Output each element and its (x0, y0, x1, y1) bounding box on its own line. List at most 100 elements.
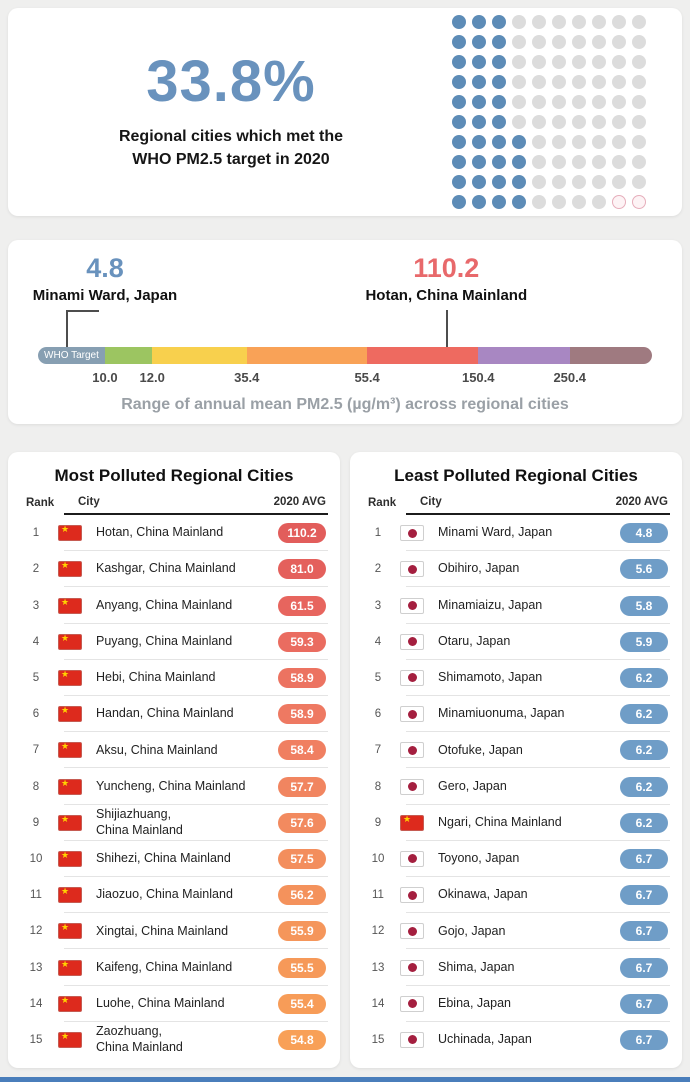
waffle-dot (612, 95, 626, 109)
japan-flag-icon (400, 706, 424, 723)
waffle-dot (632, 95, 646, 109)
scale-segment-very-unhealthy (478, 347, 570, 364)
china-flag-icon (58, 741, 82, 759)
max-leader-line (446, 310, 449, 347)
value-badge: 54.8 (278, 1029, 326, 1050)
city-cell: Toyono, Japan (438, 851, 520, 866)
min-label: Minami Ward, Japan (32, 286, 178, 304)
waffle-dot (532, 95, 546, 109)
waffle-dot (552, 155, 566, 169)
china-flag-icon (400, 814, 424, 831)
city-cell: Puyang, China Mainland (96, 633, 233, 648)
city-header: City (78, 496, 100, 508)
table-row: 7 Aksu, China Mainland 58.4 (20, 732, 328, 769)
waffle-dot (552, 15, 566, 29)
japan-flag-icon (400, 887, 424, 904)
rank-cell: 7 (374, 744, 382, 757)
table-row: 4 Otaru, Japan 5.9 (362, 624, 670, 661)
rank-cell: 8 (32, 780, 40, 793)
china-flag-icon (58, 1031, 82, 1048)
value-badge: 59.3 (278, 631, 326, 652)
waffle-dot (532, 15, 546, 29)
waffle-dot (472, 175, 486, 189)
value-badge: 57.5 (278, 848, 326, 869)
waffle-dot (532, 35, 546, 49)
table-row: 5 Shimamoto, Japan 6.2 (362, 660, 670, 697)
rank-cell: 6 (32, 708, 40, 721)
table-row: 8 Gero, Japan 6.2 (362, 768, 670, 805)
waffle-dot (472, 35, 486, 49)
waffle-dot (632, 115, 646, 129)
waffle-dot (632, 135, 646, 149)
waffle-dot (492, 135, 506, 149)
value-badge: 6.2 (620, 776, 668, 797)
waffle-dot (632, 15, 646, 29)
header-underline: City 2020 AVG (64, 496, 328, 515)
value-badge: 6.7 (620, 885, 668, 906)
table-row: 6 Minamiuonuma, Japan 6.2 (362, 696, 670, 733)
waffle-dot (452, 135, 466, 149)
table-row: 5 Hebi, China Mainland 58.9 (20, 660, 328, 697)
waffle-dot (472, 95, 486, 109)
table-row: 3 Anyang, China Mainland 61.5 (20, 587, 328, 624)
rank-cell: 10 (29, 852, 43, 865)
waffle-dot (492, 35, 506, 49)
waffle-dot (552, 55, 566, 69)
waffle-dot (452, 95, 466, 109)
waffle-dot (632, 175, 646, 189)
waffle-dot (532, 55, 546, 69)
japan-flag-icon (400, 778, 424, 795)
table-row: 9 Shijiazhuang, China Mainland 57.6 (20, 805, 328, 842)
waffle-dot (612, 35, 626, 49)
waffle-dot (572, 75, 586, 89)
waffle-dot (532, 195, 546, 209)
waffle-dot (612, 135, 626, 149)
waffle-dot (612, 75, 626, 89)
most-polluted-rows: 1 Hotan, China Mainland 110.2 2 Kashgar,… (20, 515, 328, 1058)
city-cell: Anyang, China Mainland (96, 597, 233, 612)
waffle-dot (532, 115, 546, 129)
china-flag-icon (58, 524, 82, 542)
waffle-dot (572, 35, 586, 49)
scale-segment-hazardous (569, 347, 652, 364)
waffle-dot (552, 115, 566, 129)
waffle-dot (632, 75, 646, 89)
table-row: 1 Minami Ward, Japan 4.8 (362, 515, 670, 552)
rank-cell: 15 (29, 1033, 43, 1046)
city-cell: Kaifeng, China Mainland (96, 959, 233, 974)
most-polluted-title: Most Polluted Regional Cities (54, 466, 294, 485)
waffle-dot (452, 195, 466, 209)
table-row: 12 Gojo, Japan 6.7 (362, 913, 670, 950)
scale-segment-unhealthy (367, 347, 479, 364)
city-cell: Hotan, China Mainland (96, 525, 224, 540)
value-badge: 58.4 (278, 740, 326, 761)
table-row: 13 Kaifeng, China Mainland 55.5 (20, 949, 328, 986)
waffle-dot (632, 55, 646, 69)
waffle-dot (552, 75, 566, 89)
scale-tick-150.4: 150.4 (461, 370, 495, 385)
table-row: 12 Xingtai, China Mainland 55.9 (20, 913, 328, 950)
waffle-dot (492, 155, 506, 169)
value-badge: 56.2 (278, 885, 326, 906)
rank-cell: 11 (372, 889, 384, 902)
value-badge: 6.7 (620, 1029, 668, 1050)
footer-accent-bar (0, 1077, 690, 1082)
rank-cell: 15 (371, 1033, 385, 1046)
rank-cell: 14 (371, 997, 385, 1010)
waffle-dot (512, 15, 526, 29)
value-badge: 81.0 (278, 559, 326, 580)
stat-card: 33.8% Regional cities which met the WHO … (8, 8, 682, 216)
stat-caption-line2: WHO PM2.5 target in 2020 (132, 151, 330, 169)
city-cell: Otofuke, Japan (438, 742, 523, 757)
range-annotations: 4.8 Minami Ward, Japan 110.2 Hotan, Chin… (33, 252, 652, 308)
scale-tick-35.4: 35.4 (234, 370, 260, 385)
waffle-dot (552, 175, 566, 189)
table-row: 8 Yuncheng, China Mainland 57.7 (20, 768, 328, 805)
rank-cell: 1 (374, 527, 382, 540)
waffle-dot (472, 55, 486, 69)
tables-row: Most Polluted Regional Cities Rank City … (8, 452, 682, 1068)
china-flag-icon (58, 922, 82, 940)
city-cell: Minamiuonuma, Japan (438, 706, 565, 721)
table-row: 15 Zaozhuang, China Mainland 54.8 (20, 1022, 328, 1058)
waffle-dot (572, 195, 586, 209)
